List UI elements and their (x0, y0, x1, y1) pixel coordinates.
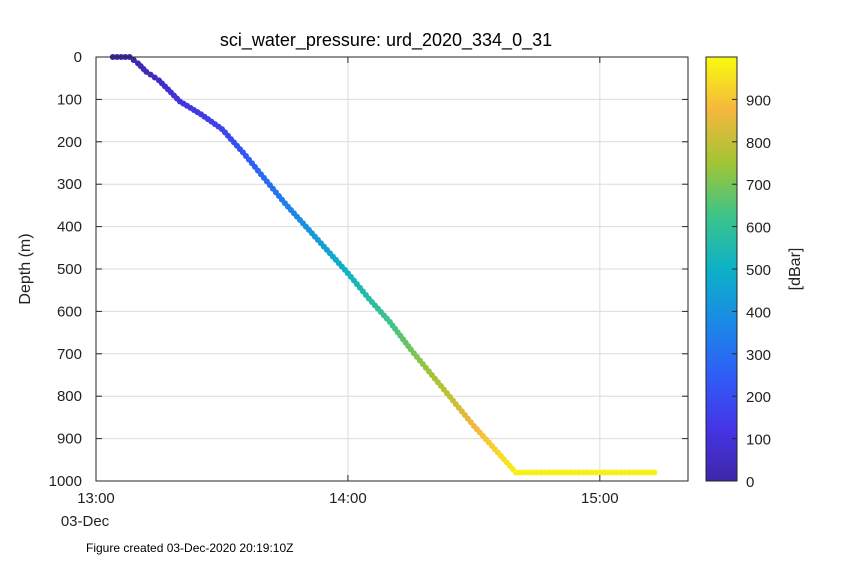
y-tick-label: 0 (74, 49, 82, 66)
data-point (563, 469, 570, 476)
data-point (147, 71, 154, 78)
y-tick-label: 700 (57, 346, 82, 363)
colorbar-tick-label: 800 (746, 135, 771, 152)
colorbar-tick-label: 900 (746, 92, 771, 109)
data-point (546, 469, 553, 476)
x-tick-label: 13:00 (77, 490, 115, 507)
data-point (596, 469, 603, 476)
y-tick-label: 1000 (49, 473, 82, 490)
data-point (143, 68, 150, 75)
colorbar-tick-label: 100 (746, 432, 771, 449)
data-point (617, 469, 624, 476)
colorbar-tick-label: 400 (746, 304, 771, 321)
x-tick-label: 15:00 (581, 490, 619, 507)
data-point (605, 469, 612, 476)
colorbar-tick-label: 500 (746, 262, 771, 279)
data-points (109, 54, 658, 476)
colorbar-tick-label: 200 (746, 389, 771, 406)
data-point (651, 469, 658, 476)
colorbar-tick-label: 0 (746, 474, 754, 491)
data-point (567, 469, 574, 476)
y-tick-label: 400 (57, 219, 82, 236)
data-point (613, 469, 620, 476)
colorbar (705, 56, 738, 482)
data-point (571, 469, 578, 476)
data-point (584, 469, 591, 476)
y-tick-label: 800 (57, 388, 82, 405)
data-point (512, 469, 519, 476)
y-axis-label: Depth (m) (17, 233, 34, 304)
colorbar-tick-label: 300 (746, 347, 771, 364)
y-tick-label: 600 (57, 303, 82, 320)
data-point (538, 469, 545, 476)
y-tick-label: 900 (57, 431, 82, 448)
data-point (622, 469, 629, 476)
data-point (630, 469, 637, 476)
x-date-label: 03-Dec (61, 513, 110, 530)
data-point (529, 469, 536, 476)
data-point (542, 469, 549, 476)
data-point (634, 469, 641, 476)
data-point (554, 469, 561, 476)
data-point (580, 469, 587, 476)
y-tick-label: 300 (57, 176, 82, 193)
y-tick-label: 100 (57, 91, 82, 108)
colorbar-label: [dBar] (787, 248, 804, 291)
data-point (533, 469, 540, 476)
y-tick-label: 200 (57, 134, 82, 151)
data-point (638, 469, 645, 476)
x-tick-label: 14:00 (329, 490, 367, 507)
data-point (609, 469, 616, 476)
colorbar-tick-label: 700 (746, 177, 771, 194)
data-point (575, 469, 582, 476)
data-point (643, 469, 650, 476)
data-point (517, 469, 524, 476)
colorbar-tick-label: 600 (746, 220, 771, 237)
data-point (601, 469, 608, 476)
colorbar-axis: 0 100 200 300 400 500 600 700 800 900 (732, 92, 771, 491)
y-axis: 0 100 200 300 400 500 600 700 800 900 1000 (49, 49, 688, 490)
figure-footer: Figure created 03-Dec-2020 20:19:10Z (86, 541, 294, 555)
data-point (647, 469, 654, 476)
data-point (130, 57, 137, 64)
grid (95, 56, 688, 482)
data-point (626, 469, 633, 476)
x-axis: 13:00 14:00 15:00 (77, 57, 619, 507)
data-point (521, 469, 528, 476)
data-point (550, 469, 557, 476)
data-point (559, 469, 566, 476)
chart-title: sci_water_pressure: urd_2020_334_0_31 (220, 30, 552, 51)
data-point (151, 74, 158, 81)
data-point (592, 469, 599, 476)
y-tick-label: 500 (57, 261, 82, 278)
data-point (525, 469, 532, 476)
data-point (588, 469, 595, 476)
